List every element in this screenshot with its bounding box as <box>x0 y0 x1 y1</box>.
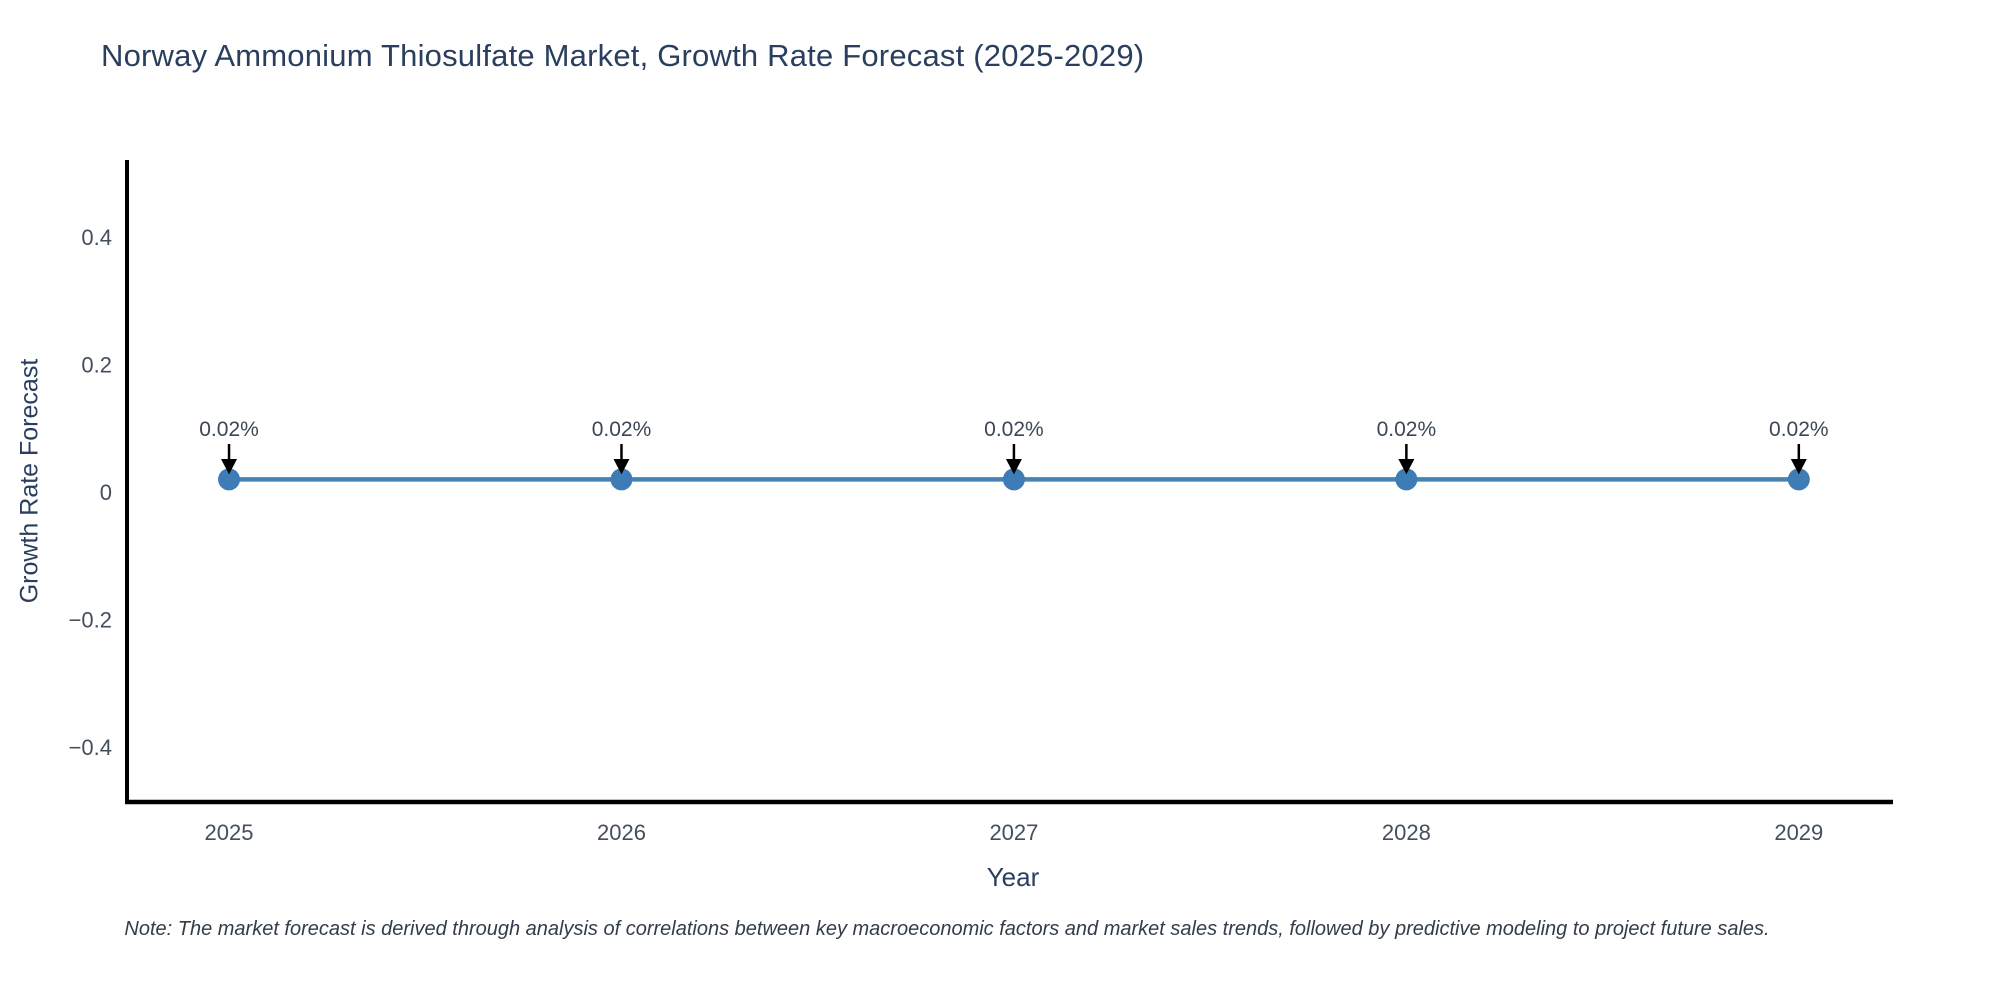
data-point <box>1002 468 1025 491</box>
x-tick-label: 2026 <box>597 820 646 845</box>
annotation-label: 0.02% <box>1377 418 1437 441</box>
x-tick-label: 2028 <box>1382 820 1431 845</box>
annotation-arrowhead <box>1398 459 1415 475</box>
y-tick-label: 0.2 <box>81 353 112 378</box>
chart-title: Norway Ammonium Thiosulfate Market, Grow… <box>101 38 1145 73</box>
annotation-label: 0.02% <box>592 418 652 441</box>
y-tick-label: −0.4 <box>69 735 112 760</box>
x-axis-title: Year <box>986 862 1040 892</box>
x-tick-label: 2025 <box>205 820 254 845</box>
annotation-label: 0.02% <box>1769 418 1829 441</box>
data-point <box>218 468 241 491</box>
annotation-label: 0.02% <box>984 418 1044 441</box>
y-tick-label: 0 <box>100 480 112 505</box>
y-tick-label: −0.2 <box>69 608 112 633</box>
data-point <box>1787 468 1810 491</box>
x-tick-label: 2027 <box>989 820 1038 845</box>
annotation-arrowhead <box>221 459 238 475</box>
annotation-label: 0.02% <box>199 418 259 441</box>
data-point <box>1395 468 1418 491</box>
annotation-arrowhead <box>613 459 630 475</box>
x-tick-label: 2029 <box>1774 820 1823 845</box>
footnote: Note: The market forecast is derived thr… <box>124 918 1770 940</box>
annotation-arrowhead <box>1005 459 1022 475</box>
y-tick-label: 0.4 <box>81 225 112 250</box>
annotation-arrowhead <box>1790 459 1807 475</box>
data-point <box>610 468 633 491</box>
